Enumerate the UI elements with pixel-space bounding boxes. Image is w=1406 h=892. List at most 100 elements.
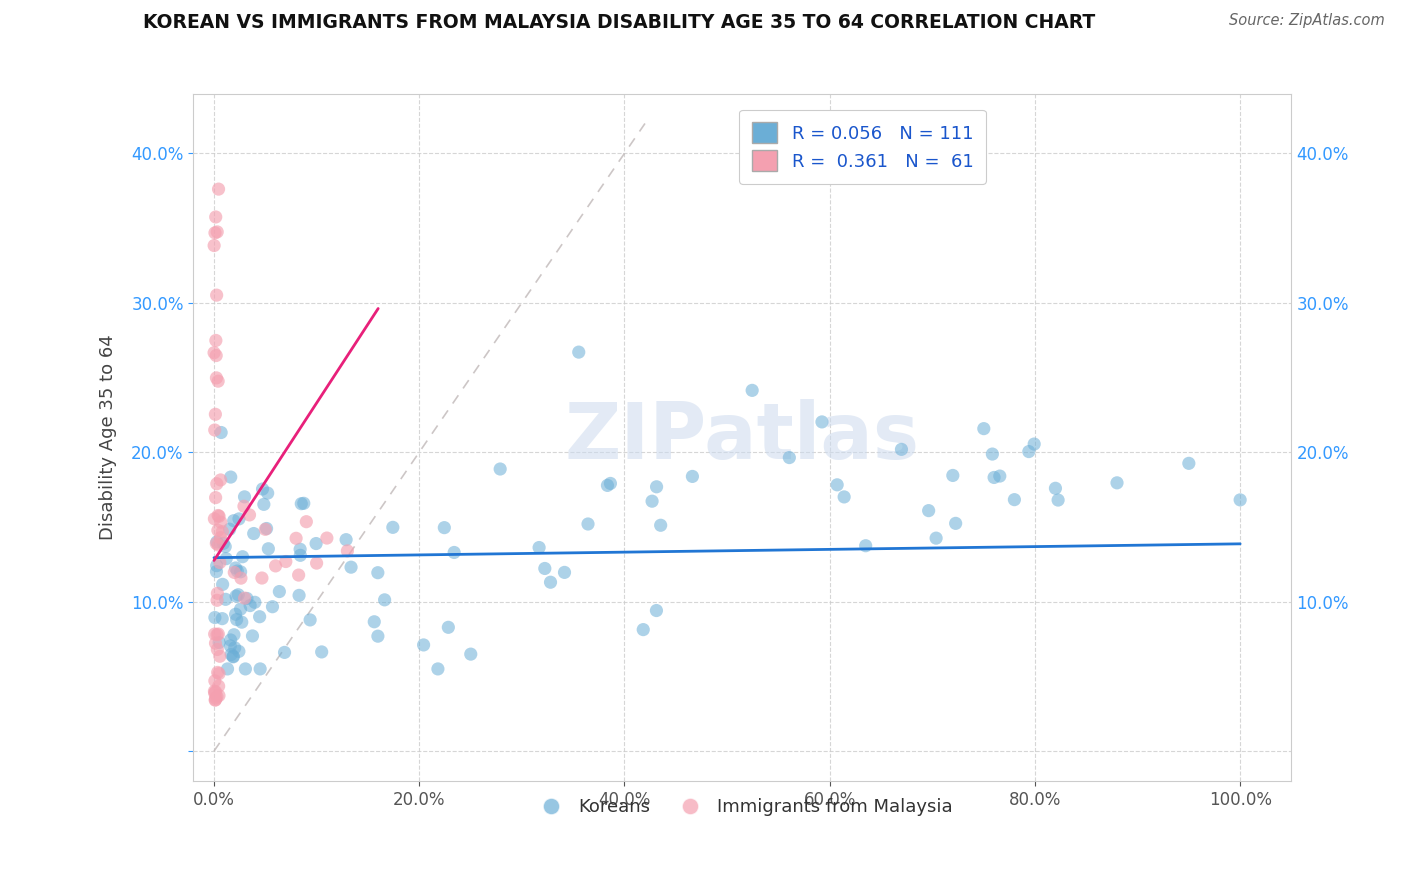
Point: [205, 690, 228, 704]
Point: [925, 531, 948, 545]
Point: [207, 182, 229, 196]
Point: [219, 470, 242, 484]
Point: [204, 627, 226, 641]
Text: Source: ZipAtlas.com: Source: ZipAtlas.com: [1229, 13, 1385, 29]
Point: [631, 623, 654, 637]
Point: [374, 592, 396, 607]
Point: [489, 462, 512, 476]
Point: [335, 533, 357, 547]
Point: [256, 521, 278, 535]
Point: [641, 494, 664, 508]
Point: [650, 518, 672, 533]
Point: [204, 210, 226, 224]
Point: [226, 564, 249, 578]
Point: [205, 476, 228, 491]
Point: [233, 500, 256, 514]
Point: [228, 644, 250, 658]
Point: [917, 503, 939, 517]
Point: [204, 636, 226, 650]
Point: [204, 686, 226, 700]
Point: [290, 549, 312, 563]
Point: [214, 592, 236, 607]
Point: [205, 691, 228, 706]
Point: [205, 371, 228, 385]
Point: [645, 480, 668, 494]
Point: [236, 591, 259, 606]
Point: [205, 558, 228, 573]
Point: [533, 561, 555, 575]
Point: [222, 649, 245, 664]
Point: [855, 539, 877, 553]
Point: [233, 490, 256, 504]
Point: [299, 613, 322, 627]
Point: [204, 407, 226, 421]
Point: [945, 516, 967, 531]
Point: [367, 629, 389, 643]
Point: [207, 374, 229, 388]
Point: [219, 648, 242, 662]
Point: [285, 531, 308, 545]
Point: [576, 516, 599, 531]
Point: [211, 524, 233, 539]
Point: [225, 607, 247, 622]
Point: [305, 536, 328, 550]
Point: [224, 640, 246, 655]
Point: [973, 422, 995, 436]
Point: [942, 468, 965, 483]
Point: [211, 577, 233, 591]
Point: [207, 665, 229, 680]
Point: [363, 615, 385, 629]
Point: [242, 526, 264, 541]
Point: [890, 442, 912, 457]
Point: [443, 545, 465, 559]
Point: [1229, 492, 1251, 507]
Point: [367, 566, 389, 580]
Legend: Koreans, Immigrants from Malaysia: Koreans, Immigrants from Malaysia: [526, 791, 959, 823]
Point: [288, 542, 311, 557]
Point: [1002, 492, 1025, 507]
Point: [208, 635, 231, 649]
Point: [250, 571, 273, 585]
Point: [256, 486, 278, 500]
Point: [1047, 493, 1070, 508]
Point: [219, 632, 242, 647]
Point: [214, 540, 236, 554]
Point: [253, 497, 276, 511]
Point: [242, 629, 264, 643]
Point: [228, 512, 250, 526]
Point: [811, 415, 834, 429]
Point: [207, 524, 229, 538]
Point: [208, 649, 231, 664]
Point: [269, 584, 291, 599]
Point: [340, 560, 363, 574]
Point: [204, 491, 226, 505]
Point: [207, 642, 229, 657]
Point: [205, 225, 228, 239]
Point: [274, 555, 297, 569]
Point: [231, 615, 253, 629]
Point: [215, 551, 238, 566]
Point: [257, 541, 280, 556]
Point: [209, 531, 232, 545]
Point: [262, 599, 284, 614]
Point: [527, 541, 550, 555]
Point: [208, 666, 231, 681]
Point: [207, 627, 229, 641]
Point: [225, 561, 247, 575]
Point: [252, 482, 274, 496]
Point: [243, 595, 266, 609]
Text: KOREAN VS IMMIGRANTS FROM MALAYSIA DISABILITY AGE 35 TO 64 CORRELATION CHART: KOREAN VS IMMIGRANTS FROM MALAYSIA DISAB…: [142, 13, 1095, 32]
Point: [540, 575, 562, 590]
Point: [204, 610, 226, 624]
Point: [204, 226, 226, 240]
Point: [222, 649, 245, 664]
Point: [981, 447, 1004, 461]
Point: [311, 645, 333, 659]
Point: [225, 613, 247, 627]
Point: [596, 478, 619, 492]
Point: [1024, 437, 1046, 451]
Point: [209, 425, 232, 440]
Point: [254, 522, 277, 536]
Point: [217, 662, 239, 676]
Point: [305, 556, 328, 570]
